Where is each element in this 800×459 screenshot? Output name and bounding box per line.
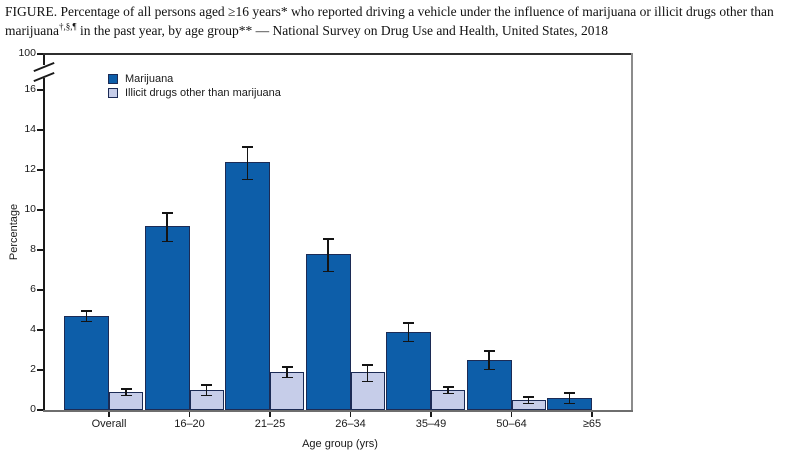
x-tick-label: 50–64 xyxy=(496,418,527,430)
error-bar-cap-top xyxy=(362,364,373,366)
y-tick xyxy=(37,53,43,55)
error-bar-cap-bottom xyxy=(442,392,454,394)
error-bar-cap-bottom xyxy=(161,240,173,242)
legend-swatch-illicit-drugs xyxy=(108,88,118,98)
y-tick-label: 0 xyxy=(30,403,36,415)
y-tick xyxy=(37,169,43,171)
error-bar-line xyxy=(286,366,288,378)
y-tick xyxy=(37,209,43,211)
error-bar-line xyxy=(246,146,249,180)
error-bar-line xyxy=(366,364,369,382)
y-tick-label: 16 xyxy=(24,83,36,95)
y-tick-label: 12 xyxy=(24,163,36,175)
legend: Marijuana Illicit drugs other than marij… xyxy=(108,72,281,100)
y-tick-label: 2 xyxy=(30,363,36,375)
plot-frame-top xyxy=(43,53,633,55)
x-tick-label: ≥65 xyxy=(582,418,602,430)
y-tick xyxy=(37,369,43,371)
y-tick-label: 14 xyxy=(24,123,36,135)
bar-marijuana xyxy=(225,162,270,410)
error-bar-cap-bottom xyxy=(523,402,534,404)
error-bar-cap-bottom xyxy=(322,270,334,272)
axis-break-gap xyxy=(42,65,46,78)
x-tick-label: 16–20 xyxy=(174,418,205,430)
error-bar-cap-bottom xyxy=(242,178,253,180)
error-bar-cap-top xyxy=(442,386,454,388)
y-tick-label: 4 xyxy=(30,323,36,335)
y-tick xyxy=(37,89,43,91)
y-tick-label: 10 xyxy=(24,203,36,215)
error-bar-cap-top xyxy=(120,388,132,390)
error-bar-cap-bottom xyxy=(201,394,212,396)
error-bar-cap-bottom xyxy=(281,376,293,378)
error-bar-cap-top xyxy=(564,392,575,394)
error-bar-cap-top xyxy=(483,350,495,352)
legend-label-marijuana: Marijuana xyxy=(125,73,174,85)
error-bar-cap-top xyxy=(161,212,173,214)
x-tick-label: 26–34 xyxy=(335,418,366,430)
error-bar-cap-bottom xyxy=(403,340,414,342)
y-axis-line xyxy=(43,54,45,411)
x-tick-label: 35–49 xyxy=(415,418,447,430)
error-bar-cap-bottom xyxy=(81,320,92,322)
x-axis-line xyxy=(43,410,633,412)
error-bar-line xyxy=(327,238,329,272)
x-tick xyxy=(269,412,271,417)
error-bar-cap-bottom xyxy=(483,368,495,370)
plot-frame-right xyxy=(631,53,633,412)
bar-marijuana xyxy=(64,316,109,410)
error-bar-line xyxy=(125,388,127,396)
error-bar-line xyxy=(407,322,410,342)
x-tick xyxy=(108,412,110,417)
error-bar-line xyxy=(488,350,490,370)
error-bar-line xyxy=(568,392,571,404)
legend-item-illicit-drugs: Illicit drugs other than marijuana xyxy=(108,86,281,100)
x-tick xyxy=(188,412,191,417)
error-bar-line xyxy=(85,310,88,322)
y-tick-label: 100 xyxy=(18,47,36,59)
error-bar-cap-top xyxy=(81,310,92,312)
y-tick-label: 6 xyxy=(30,283,36,295)
figure-title-text-continued: in the past year, by age group** — Natio… xyxy=(76,22,609,38)
y-axis-title: Percentage xyxy=(8,203,20,261)
x-tick xyxy=(349,412,352,417)
x-tick xyxy=(510,412,513,417)
error-bar-cap-top xyxy=(523,396,534,398)
error-bar-cap-bottom xyxy=(362,380,373,382)
error-bar-cap-top xyxy=(242,146,253,148)
legend-item-marijuana: Marijuana xyxy=(108,72,281,86)
error-bar-line xyxy=(527,396,530,404)
error-bar-cap-top xyxy=(281,366,293,368)
figure-title: FIGURE. Percentage of all persons aged ≥… xyxy=(5,3,797,41)
y-tick xyxy=(37,249,43,251)
figure-title-superscript: †,§,¶ xyxy=(58,21,77,32)
x-tick xyxy=(430,412,432,417)
error-bar-line xyxy=(166,212,168,242)
bar-marijuana xyxy=(144,226,190,410)
x-tick xyxy=(591,412,593,417)
error-bar-line xyxy=(447,386,449,394)
bar-illicit-drugs xyxy=(270,372,304,410)
x-tick-label: Overall xyxy=(91,418,127,430)
error-bar-cap-bottom xyxy=(120,394,132,396)
y-tick-label: 8 xyxy=(30,243,36,255)
y-tick xyxy=(37,409,43,411)
y-tick xyxy=(37,329,43,331)
y-tick xyxy=(37,129,43,131)
legend-label-illicit-drugs: Illicit drugs other than marijuana xyxy=(125,87,281,99)
bar-marijuana xyxy=(386,332,431,410)
error-bar-cap-top xyxy=(201,384,212,386)
legend-swatch-marijuana xyxy=(108,74,118,84)
error-bar-line xyxy=(205,384,208,396)
error-bar-cap-top xyxy=(403,322,414,324)
y-tick xyxy=(37,289,43,291)
figure-title-text: FIGURE. Percentage of all persons aged ≥… xyxy=(5,4,774,38)
bar-marijuana xyxy=(305,254,351,410)
x-axis-title: Age group (yrs) xyxy=(302,438,378,450)
error-bar-cap-top xyxy=(322,238,334,240)
error-bar-cap-bottom xyxy=(564,402,575,404)
x-tick-label: 21–25 xyxy=(254,418,286,430)
